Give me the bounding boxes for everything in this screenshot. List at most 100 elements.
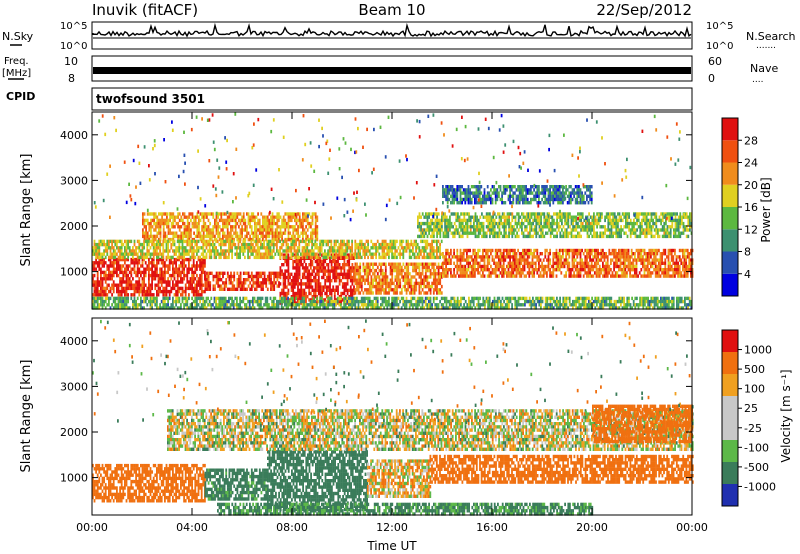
- range-cell: [261, 242, 264, 247]
- range-cell: [541, 228, 544, 232]
- range-cell: [266, 239, 269, 244]
- range-cell: [470, 255, 473, 259]
- range-cell: [238, 281, 240, 285]
- range-cell: [274, 281, 277, 285]
- range-cell: [329, 279, 331, 283]
- range-cell: [300, 259, 303, 264]
- range-cell: [109, 239, 112, 244]
- range-cell: [221, 252, 224, 256]
- range-cell: [495, 221, 498, 226]
- range-cell: [214, 274, 216, 279]
- range-cell: [537, 218, 539, 223]
- range-cell: [178, 239, 181, 244]
- range-cell: [114, 257, 117, 262]
- range-cell: [443, 255, 446, 259]
- range-cell: [380, 291, 382, 295]
- range-cell: [538, 221, 541, 226]
- range-cell: [136, 246, 139, 250]
- range-cell: [538, 274, 540, 278]
- range-cell: [595, 264, 598, 269]
- range-cell: [238, 237, 240, 242]
- range-cell: [536, 255, 539, 259]
- range-cell: [257, 274, 260, 279]
- range-cell: [100, 267, 102, 271]
- range-cell: [426, 265, 429, 270]
- range-cell: [482, 225, 485, 229]
- range-cell: [682, 248, 684, 253]
- range-cell: [338, 275, 341, 280]
- range-cell: [370, 284, 373, 289]
- range-cell: [260, 225, 263, 229]
- range-cell: [566, 261, 569, 265]
- range-cell: [428, 221, 430, 226]
- range-cell: [106, 246, 109, 250]
- range-cell: [687, 218, 690, 223]
- range-cell: [507, 248, 510, 253]
- range-cell: [212, 234, 215, 239]
- range-cell: [222, 274, 224, 279]
- range-cell: [459, 248, 462, 253]
- range-cell: [95, 257, 97, 262]
- range-cell: [407, 275, 410, 279]
- range-cell: [98, 293, 101, 297]
- range-cell: [168, 257, 171, 262]
- range-cell: [661, 258, 663, 262]
- range-cell: [214, 287, 216, 291]
- range-cell: [234, 234, 237, 239]
- range-cell: [405, 262, 408, 266]
- range-cell: [305, 298, 307, 302]
- range-cell: [397, 275, 400, 279]
- range-cell: [151, 270, 153, 275]
- range-cell: [357, 288, 360, 292]
- range-cell: [170, 289, 173, 294]
- range-cell: [322, 259, 325, 264]
- range-cell: [538, 228, 541, 232]
- range-cell: [466, 258, 468, 262]
- range-cell: [673, 212, 675, 216]
- range-cell: [167, 267, 169, 271]
- range-cell: [457, 228, 459, 232]
- range-cell: [619, 264, 622, 269]
- range-cell: [226, 274, 229, 279]
- range-cell: [242, 221, 245, 226]
- range-cell: [183, 261, 185, 265]
- range-cell: [517, 248, 519, 253]
- range-cell: [266, 231, 269, 235]
- range-cell: [140, 242, 142, 247]
- range-cell: [316, 225, 319, 229]
- range-cell: [645, 234, 648, 239]
- range-cell: [397, 272, 400, 276]
- range-cell: [603, 252, 606, 256]
- range-cell: [499, 271, 502, 275]
- range-cell: [258, 225, 261, 229]
- range-cell: [522, 231, 525, 235]
- range-cell: [459, 268, 462, 272]
- range-cell: [191, 212, 194, 216]
- range-cell: [462, 248, 465, 253]
- range-cell: [202, 283, 205, 287]
- range-cell: [284, 272, 287, 276]
- range-cell: [509, 258, 511, 262]
- range-cell: [136, 267, 139, 271]
- range-cell: [551, 215, 554, 219]
- range-cell: [314, 279, 317, 283]
- range-cell: [391, 281, 394, 286]
- range-cell: [226, 255, 229, 260]
- range-cell: [544, 271, 547, 275]
- range-cell: [460, 234, 462, 239]
- range-cell: [637, 258, 639, 262]
- range-cell: [611, 248, 614, 253]
- range-cell: [278, 274, 280, 279]
- range-cell: [645, 274, 647, 278]
- range-cell: [173, 257, 176, 262]
- range-cell: [679, 212, 682, 216]
- range-cell: [525, 215, 528, 219]
- range-cell: [533, 212, 536, 216]
- range-cell: [552, 255, 555, 259]
- range-cell: [546, 225, 549, 229]
- range-cell: [188, 283, 190, 287]
- range-cell: [657, 228, 659, 232]
- range-cell: [522, 268, 524, 272]
- range-cell: [655, 231, 658, 235]
- range-cell: [149, 289, 152, 294]
